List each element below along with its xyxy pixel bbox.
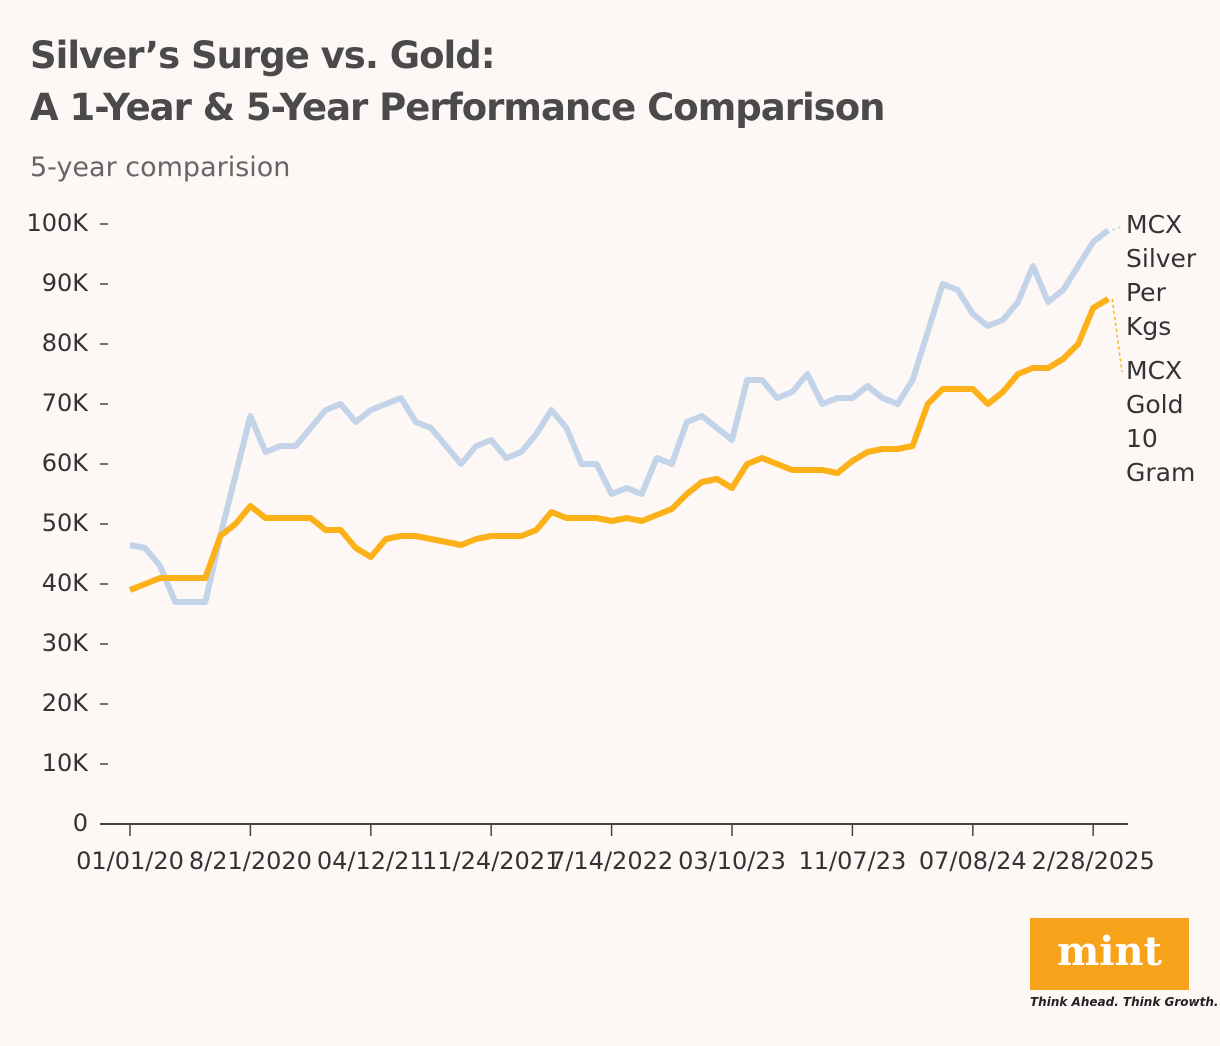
legend-label: MCX Silver Per Kgs xyxy=(1126,210,1197,341)
y-tick-label: 40K xyxy=(42,569,90,597)
y-tick-label: 90K xyxy=(42,269,90,297)
label-connector xyxy=(1111,298,1123,373)
y-tick-label: 60K xyxy=(42,449,90,477)
x-tick-label: 11/07/23 xyxy=(799,847,907,875)
y-tick-label: 70K xyxy=(42,389,90,417)
x-tick-label: 04/12/21 xyxy=(317,847,425,875)
x-tick-label: 03/10/23 xyxy=(678,847,786,875)
x-tick-label: 11/24/2021 xyxy=(422,847,560,875)
chart-subtitle: 5-year comparision xyxy=(30,152,291,183)
y-tick-label: 10K xyxy=(42,749,90,777)
chart-title: Silver’s Surge vs. Gold: A 1-Year & 5-Ye… xyxy=(30,34,885,129)
tagline: Think Ahead. Think Growth. xyxy=(1030,995,1219,1009)
y-tick-label: 0 xyxy=(73,809,88,837)
x-tick-label: 01/01/20 xyxy=(76,847,184,875)
series-line xyxy=(128,296,1110,593)
x-tick-label: 2/28/2025 xyxy=(1032,847,1155,875)
legend-label: MCX Gold 10 Gram xyxy=(1126,356,1196,487)
y-tick-label: 30K xyxy=(42,629,90,657)
label-connector xyxy=(1111,225,1123,231)
y-tick-label: 50K xyxy=(42,509,90,537)
y-tick-label: 80K xyxy=(42,329,90,357)
x-tick-label: 07/08/24 xyxy=(919,847,1027,875)
series-line xyxy=(129,227,1111,605)
y-tick-label: 20K xyxy=(42,689,90,717)
logo: mint xyxy=(1030,918,1189,990)
x-tick-label: 8/21/2020 xyxy=(189,847,312,875)
x-tick-label: 7/14/2022 xyxy=(550,847,673,875)
y-tick-label: 100K xyxy=(26,209,89,237)
